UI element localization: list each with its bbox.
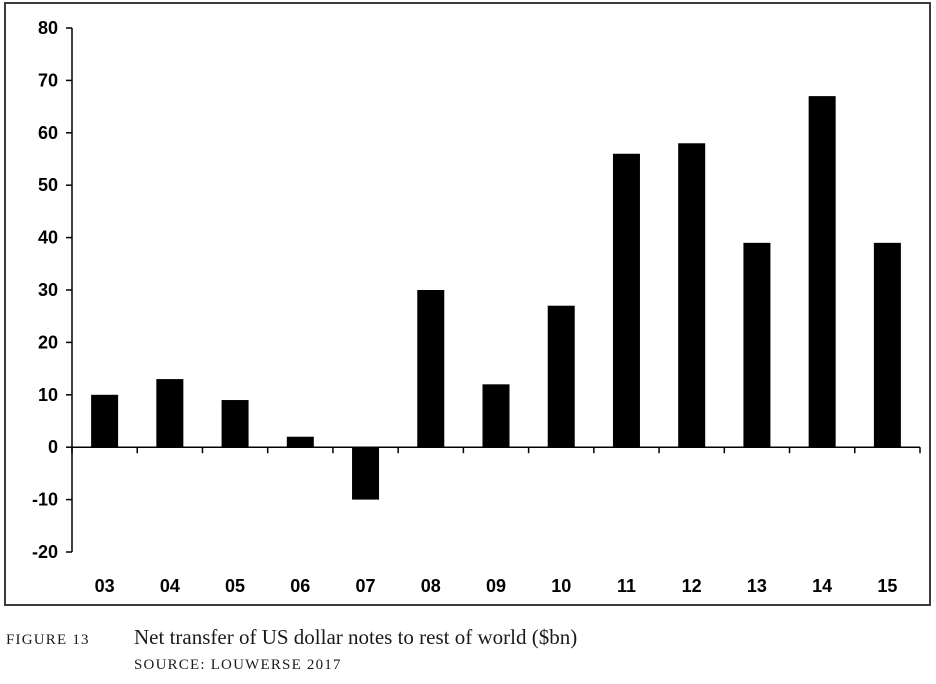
- y-tick-label: 40: [38, 228, 58, 248]
- y-tick-label: 80: [38, 18, 58, 38]
- bar: [743, 242, 771, 448]
- x-tick-label: 09: [486, 576, 506, 596]
- x-tick-label: 15: [877, 576, 897, 596]
- x-tick-label: 11: [617, 576, 636, 596]
- bar: [156, 379, 184, 448]
- x-tick-label: 10: [551, 576, 571, 596]
- bar: [352, 447, 380, 500]
- figure-caption: FIGURE 13 Net transfer of US dollar notes…: [6, 625, 926, 650]
- bar: [612, 153, 640, 448]
- y-tick-label: 30: [38, 280, 58, 300]
- y-tick-label: 20: [38, 332, 58, 352]
- bar: [873, 242, 901, 448]
- x-tick-label: 07: [356, 576, 376, 596]
- y-tick-label: 60: [38, 123, 58, 143]
- bar: [547, 305, 575, 448]
- bar: [221, 400, 249, 448]
- bar-chart: 80 70 60 50 40 30 20 10 0 -10 -20 03 04 05 06 07 08 09 10…: [32, 18, 921, 596]
- figure-title: Net transfer of US dollar notes to rest …: [134, 625, 578, 649]
- bar: [482, 384, 510, 448]
- x-tick-label: 06: [290, 576, 310, 596]
- x-axis: 03 04 05 06 07 08 09 10 11 12 13 14 15: [71, 446, 921, 596]
- y-tick-label: 0: [48, 437, 58, 457]
- x-tick-label: 05: [225, 576, 245, 596]
- chart-frame: 80 70 60 50 40 30 20 10 0 -10 -20 03 04 05 06 07 08 09 10…: [4, 2, 931, 606]
- bar: [808, 96, 836, 448]
- y-tick-label: 70: [38, 70, 58, 90]
- x-tick-label: 14: [812, 576, 832, 596]
- x-tick-label: 08: [421, 576, 441, 596]
- y-axis: 80 70 60 50 40 30 20 10 0 -10 -20: [32, 18, 73, 562]
- bar: [91, 394, 119, 448]
- y-tick-label: 50: [38, 175, 58, 195]
- y-tick-label: -10: [32, 490, 58, 510]
- bar: [286, 436, 314, 448]
- x-tick-label: 13: [747, 576, 767, 596]
- y-tick-label: 10: [38, 385, 58, 405]
- bar: [417, 290, 445, 448]
- x-tick-label: 12: [682, 576, 702, 596]
- figure-label: FIGURE 13: [6, 632, 90, 648]
- bar: [678, 143, 706, 448]
- x-tick-label: 03: [95, 576, 115, 596]
- bars: [91, 96, 901, 500]
- x-tick-label: 04: [160, 576, 180, 596]
- y-tick-label: -20: [32, 542, 58, 562]
- figure-source: SOURCE: LOUWERSE 2017: [134, 657, 342, 673]
